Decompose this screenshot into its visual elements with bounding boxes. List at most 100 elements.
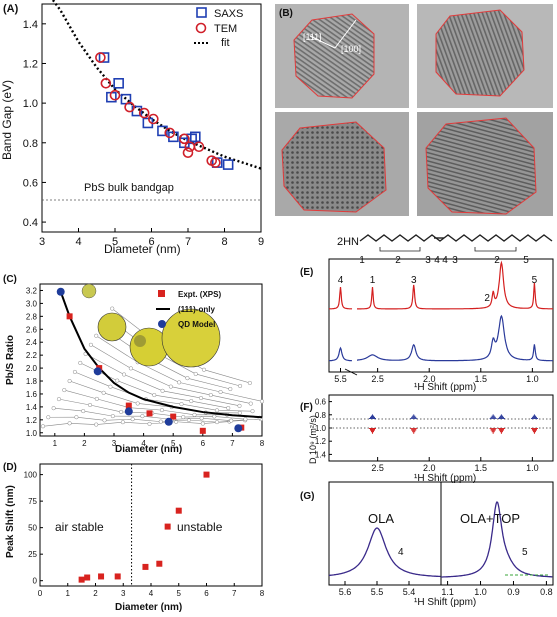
- model-node: [201, 367, 207, 372]
- carbon-number: 4: [442, 255, 448, 266]
- a-xtick-label: 8: [221, 236, 227, 248]
- carbon-number: 1: [359, 255, 365, 266]
- carbon-number: 5: [523, 255, 529, 266]
- model-node: [218, 389, 223, 395]
- model-node: [67, 421, 72, 426]
- model-node: [179, 402, 184, 407]
- model-node: [147, 421, 152, 426]
- peak-label-e: 4: [338, 275, 344, 286]
- carbon-chain: [359, 234, 553, 242]
- carbon-number: 3: [452, 255, 458, 266]
- unstable-label: unstable: [177, 520, 223, 534]
- model-line: [101, 326, 231, 390]
- model-node: [181, 415, 186, 420]
- model-node: [159, 408, 165, 413]
- model-node: [192, 412, 197, 417]
- a-ytick-label: 0.4: [23, 217, 38, 229]
- tem-point: [124, 101, 135, 113]
- carbon-number: 3: [425, 255, 431, 266]
- panel-d-yticks: 0 25 50 75 100: [24, 471, 43, 586]
- g-xtick-label: 5.4: [403, 587, 416, 597]
- model-node: [128, 366, 133, 371]
- d-ytick-label: 100: [24, 471, 38, 480]
- left-peak-label: 4: [398, 547, 404, 558]
- model-node: [193, 371, 198, 376]
- model-node: [199, 416, 204, 421]
- legend-tem-label: TEM: [214, 23, 237, 35]
- legend-tem-marker: [195, 22, 207, 34]
- model-line: [48, 416, 246, 423]
- peak-shift-point: [164, 523, 171, 530]
- air-stable-label: air stable: [55, 520, 104, 534]
- legend-fit-label: fit: [221, 37, 230, 49]
- panel-d-xticks: 0 1 2 3 4 5 6 7 8: [38, 583, 265, 598]
- peak-shift-point: [156, 560, 163, 567]
- tem-point: [95, 52, 106, 63]
- xps-point: [199, 427, 206, 434]
- spectrum-ola: [328, 527, 441, 578]
- model-node: [186, 417, 191, 423]
- panel-a-legend: SAXS TEM fit: [194, 7, 243, 49]
- peak-shift-point: [98, 573, 105, 580]
- panel-e-frame: [328, 258, 554, 373]
- c-ytick-label: 1.2: [26, 416, 38, 425]
- model-node: [94, 333, 99, 338]
- panel-b: (B) [111] [100]: [275, 4, 553, 216]
- legend-saxs-marker: [196, 7, 207, 18]
- e-xtick-label: 2.5: [371, 374, 384, 384]
- nanocrystal-outline-2: [435, 9, 525, 97]
- panel-d-marks: [78, 471, 210, 583]
- panel-e: (E) 4 1 325 5.5 2.5 2.0 1.5 1.0 ¹H Shift (ppm): [300, 258, 554, 393]
- panel-a-xlabel: Diameter (nm): [104, 242, 181, 256]
- c-ytick-label: 3.0: [26, 299, 38, 308]
- model-node: [81, 409, 86, 414]
- panel-c-ylabel: Pb/S Ratio: [5, 335, 16, 385]
- model-line: [74, 371, 253, 412]
- peak-shift-point: [203, 471, 210, 478]
- panel-f-xlabel: ¹H Shift (ppm): [414, 473, 476, 484]
- f-ytick-label: 0.8: [315, 411, 327, 420]
- panel-f-label: (F): [300, 402, 313, 413]
- c-ytick-label: 1.8: [26, 377, 38, 386]
- model-node: [87, 402, 93, 408]
- panel-e-xticks: 5.5 2.5 2.0 1.5 1.0: [334, 368, 539, 384]
- f-ytick-label: 1.0: [315, 424, 327, 433]
- 111-only-curve: [59, 291, 263, 419]
- legend-qd-label: QD Model: [178, 320, 215, 329]
- c-ytick-label: 1.0: [26, 429, 38, 438]
- peak-label-e: 5: [532, 275, 538, 286]
- c-ytick-label: 1.6: [26, 390, 38, 399]
- bracket-2b: [474, 247, 517, 252]
- nanocrystal-models: [81, 283, 221, 368]
- model-node: [74, 415, 79, 420]
- spectrum-blue: [329, 314, 553, 362]
- tem-point: [100, 78, 112, 89]
- legend-xps-marker: [158, 290, 165, 297]
- d-ytick-label: 0: [33, 577, 38, 586]
- c-ytick-label: 2.0: [26, 364, 38, 373]
- a-xtick-label: 6: [148, 236, 154, 248]
- legend-111-label: (111)-only: [178, 305, 215, 314]
- model-node: [119, 409, 124, 414]
- a-xtick-label: 4: [75, 236, 81, 248]
- model-node: [108, 384, 113, 389]
- nanocrystal-outline-3: [281, 121, 387, 213]
- panel-c-yticks: 1.0 1.2 1.4 1.6 1.8 2.0 2.2 2.4 2.6 2.8 3.0 3.2: [26, 286, 43, 438]
- model-node: [115, 378, 120, 383]
- model-node: [46, 415, 51, 420]
- model-node: [120, 420, 125, 425]
- panel-g-label: (G): [300, 491, 314, 502]
- model-node: [160, 388, 165, 393]
- model-node: [226, 406, 231, 411]
- bulk-bandgap-label: PbS bulk bandgap: [84, 182, 174, 194]
- carbon-number: 2: [494, 255, 500, 266]
- panel-d-ylabel: Peak Shift (nm): [5, 485, 16, 558]
- d-xtick-label: 5: [177, 589, 182, 598]
- tem-point: [109, 89, 121, 101]
- model-node: [62, 388, 67, 393]
- model-node: [248, 401, 253, 406]
- a-xtick-label: 9: [258, 236, 264, 248]
- xps-point: [125, 402, 132, 409]
- panel-f-marks: [368, 414, 538, 434]
